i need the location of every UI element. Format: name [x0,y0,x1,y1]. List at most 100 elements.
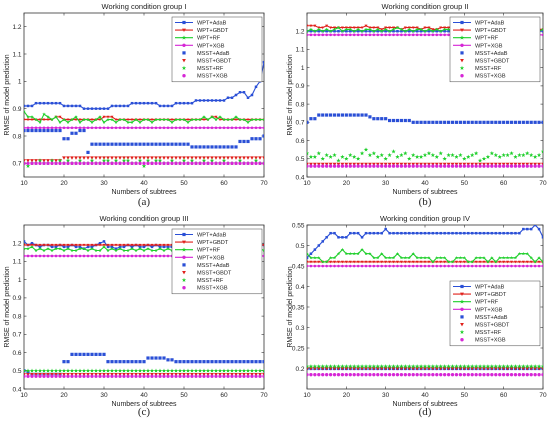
data-point [419,231,423,235]
y-tick-label: 0.9 [295,83,304,90]
data-point [423,120,427,124]
data-point [62,254,66,258]
legend-entry: WPT+XGB [175,43,225,49]
data-point [348,264,352,268]
data-point [142,117,146,122]
data-point [469,364,475,369]
data-point [372,164,376,168]
data-point [427,264,431,268]
data-point [113,158,119,163]
data-point [351,154,357,159]
legend-box [171,16,263,83]
data-point [262,254,264,258]
data-point [234,156,238,160]
data-point [157,158,163,163]
data-point [477,364,483,369]
data-point [450,260,455,264]
legend-label: WPT+AdaB [475,21,505,27]
data-point [328,372,333,377]
data-point [42,248,46,252]
data-point [186,161,190,166]
x-tick-label: 50 [461,392,469,399]
data-point [166,374,170,378]
data-point [536,152,542,158]
data-point [186,118,190,122]
data-point [230,161,234,166]
data-point [450,120,455,124]
data-point [70,248,74,252]
data-point [431,29,435,33]
data-point [58,243,62,247]
data-point [74,156,78,160]
data-point [114,161,118,166]
data-point [383,164,388,168]
data-point [50,248,54,252]
data-point [46,159,50,163]
y-tick-label: 0.8 [295,101,304,108]
data-point [226,126,230,130]
data-point [513,260,517,264]
data-point [38,128,42,133]
data-point [158,254,162,258]
data-point [307,260,309,264]
data-point [517,152,522,158]
data-point [396,33,399,37]
data-point [383,156,388,161]
data-point [98,243,102,247]
data-point [125,158,131,163]
data-point [526,227,529,231]
data-point [42,128,46,133]
data-point [380,164,384,168]
data-point [198,360,202,364]
y-tick-label: 1.1 [295,47,304,54]
data-point [102,156,106,160]
data-point [86,254,90,258]
data-point [473,150,479,156]
data-point [109,368,115,373]
chart-panel-1: Working condition group I10 20 30 40 50 60 700… [4,2,268,208]
data-point [317,264,321,268]
data-point [505,364,510,369]
data-point [42,159,46,163]
data-point [419,260,423,264]
data-point [258,137,262,141]
x-tick-label: 70 [539,180,547,187]
data-point [126,126,130,130]
data-point [493,152,499,158]
data-point [364,27,368,31]
data-point [90,156,94,160]
data-point [126,254,130,258]
data-point [242,91,246,94]
legend-marker [460,74,464,78]
data-point [66,156,70,160]
data-point [58,101,62,105]
series-msst-xgb [24,161,264,166]
data-point [262,156,264,160]
data-point [340,26,344,30]
data-point [490,260,494,264]
data-point [46,101,50,105]
data-point [174,156,178,160]
data-point [494,260,498,264]
data-point [521,152,526,158]
data-point [470,164,474,168]
data-point [90,245,94,249]
data-point [426,150,432,156]
data-point [403,255,408,260]
data-point [178,142,182,146]
data-point [399,27,404,31]
data-point [66,118,70,122]
data-point [521,164,526,168]
data-point [221,158,227,163]
data-point [30,254,34,258]
data-point [328,255,333,260]
data-point [182,101,186,105]
data-point [345,236,348,239]
data-point [230,360,234,364]
data-point [415,372,419,377]
data-point [138,161,142,166]
data-point [98,107,102,110]
data-point [510,231,513,235]
data-point [74,131,78,135]
data-point [70,126,74,130]
